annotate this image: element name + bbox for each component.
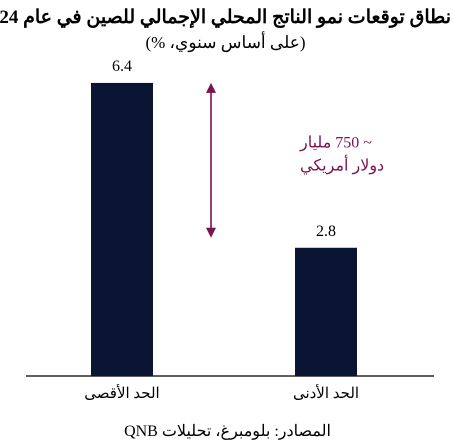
range-arrow-head-down xyxy=(206,227,216,238)
annotation-text-1: ~ 750 مليار xyxy=(299,134,372,151)
chart-source: المصادر: بلومبرغ، تحليلات QNB xyxy=(124,423,331,440)
chart-title: نطاق توقعات نمو الناتج المحلي الإجمالي ل… xyxy=(0,7,451,28)
bar-value-label-1: 2.8 xyxy=(316,223,336,240)
bar-1 xyxy=(295,247,357,376)
chart-subtitle: (على أساس سنوي، %) xyxy=(145,33,306,52)
bar-0 xyxy=(91,82,153,377)
category-label-1: الحد الأدنى xyxy=(293,384,359,402)
range-arrow-head-up xyxy=(206,82,216,93)
annotation-text-2: دولار أمريكي xyxy=(300,154,384,174)
category-label-0: الحد الأقصى xyxy=(84,384,159,402)
bar-chart: 6.4 الحد الأقصى 2.8 الحد الأدنى ~ 750 مليار… xyxy=(26,58,434,402)
bar-value-label-0: 6.4 xyxy=(112,58,132,75)
